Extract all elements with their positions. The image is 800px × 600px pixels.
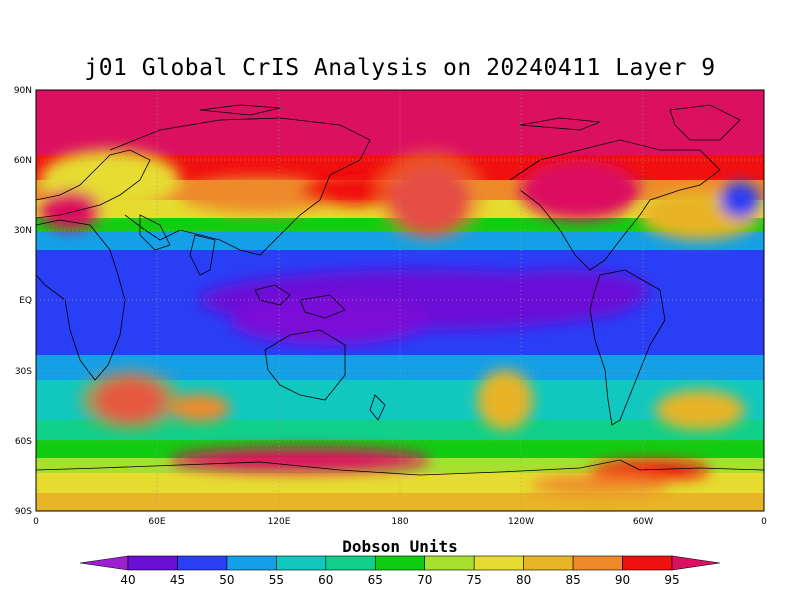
colorbar-segment [572, 555, 623, 571]
colorbar-tick-label: 85 [565, 573, 580, 587]
colorbar-tick-label: 65 [368, 573, 383, 587]
lat-tick-60s: 60S [15, 437, 32, 447]
colorbar-tick-label: 70 [417, 573, 432, 587]
colorbar-tick-label: 50 [219, 573, 234, 587]
lat-tick-90s: 90S [15, 507, 32, 517]
lon-tick-120e: 120E [268, 517, 291, 527]
lat-tick-eq: EQ [19, 296, 32, 306]
colorbar-tick-label: 40 [120, 573, 135, 587]
colorbar-tick-label: 95 [664, 573, 679, 587]
colorbar-title: Dobson Units [342, 537, 458, 556]
colorbar-segment [523, 555, 574, 571]
colorbar: 40 45 50 55 60 65 70 75 80 85 90 95 [79, 555, 721, 587]
lon-tick-0-end: 0 [761, 517, 767, 527]
lat-axis: 90N 60N 30N EQ 30S 60S 90S [14, 86, 32, 517]
colorbar-segment [177, 555, 228, 571]
colorbar-segment [226, 555, 277, 571]
colorbar-tick-label: 80 [516, 573, 531, 587]
lat-tick-30s: 30S [15, 367, 32, 377]
lon-tick-120w: 120W [508, 517, 534, 527]
lon-tick-60e: 60E [148, 517, 165, 527]
lon-tick-0: 0 [33, 517, 39, 527]
map-frame [35, 89, 765, 512]
colorbar-segment [424, 555, 475, 571]
grid-lines [36, 90, 764, 511]
lon-tick-60w: 60W [633, 517, 653, 527]
lat-tick-30n: 30N [14, 226, 32, 236]
colorbar-tick-label: 45 [170, 573, 185, 587]
colorbar-tick-label: 55 [269, 573, 284, 587]
colorbar-tick-label: 75 [467, 573, 482, 587]
lon-axis: 0 60E 120E 180 120W 60W 0 [33, 517, 767, 527]
lat-tick-60n: 60N [14, 156, 32, 166]
colorbar-segment [473, 555, 524, 571]
colorbar-low-arrow [79, 555, 129, 571]
ozone-field [36, 90, 764, 511]
lon-tick-180: 180 [391, 517, 408, 527]
colorbar-segment [374, 555, 426, 571]
colorbar-segment [325, 555, 376, 571]
colorbar-segment [622, 555, 673, 571]
colorbar-segment [127, 555, 178, 571]
colorbar-high-arrow [671, 555, 721, 571]
colorbar-tick-label: 60 [318, 573, 333, 587]
lat-tick-90n: 90N [14, 86, 32, 96]
colorbar-tick-label: 90 [615, 573, 630, 587]
colorbar-segment [276, 555, 327, 571]
chart-title: j01 Global CrIS Analysis on 20240411 Lay… [84, 55, 716, 81]
